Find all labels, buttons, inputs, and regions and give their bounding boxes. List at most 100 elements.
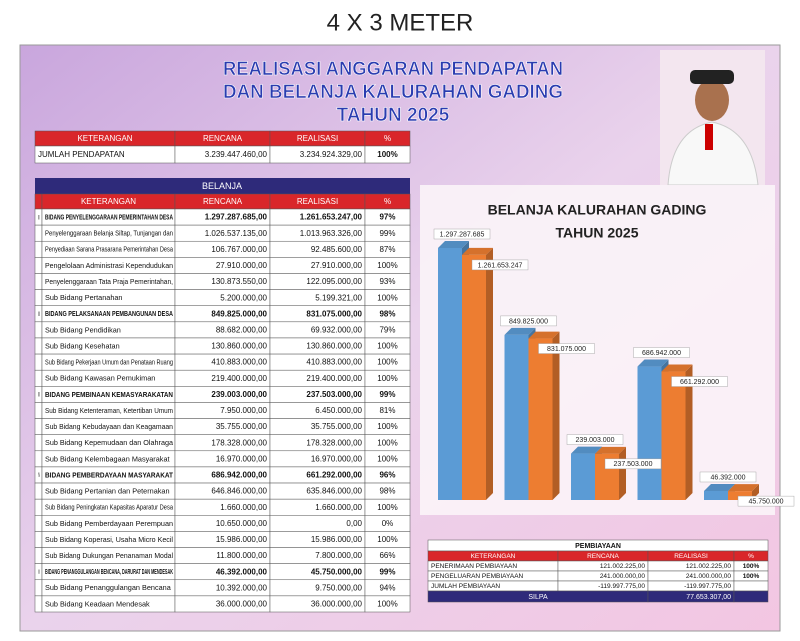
cell-text: 92.485.600,00	[311, 245, 363, 254]
cell	[34, 482, 43, 500]
title: DAN BELANJA KALURAHAN GADING	[223, 82, 563, 103]
cell-text: Sub Bidang Kepemudaan dan Olahraga	[45, 438, 174, 447]
cell	[34, 353, 43, 371]
cell-text: 98%	[379, 487, 395, 496]
bar-top	[462, 247, 493, 255]
bar-top	[571, 446, 602, 454]
cell-text: 10.392.000,00	[216, 583, 268, 592]
chart-title: TAHUN 2025	[556, 225, 639, 241]
cell-text: 178.328.000,00	[306, 438, 362, 447]
cell	[34, 273, 43, 290]
value-label-bg	[633, 347, 690, 358]
cell-text: 99%	[379, 567, 395, 576]
cell-text: 6.450.000,00	[315, 406, 362, 415]
cell-text: JUMLAH PEMBIAYAAN	[431, 583, 500, 590]
bar-top	[438, 241, 469, 248]
value-label: 46.392.000	[710, 474, 745, 481]
value-label-bg	[471, 259, 529, 271]
cell-text: 10.650.000,00	[216, 519, 268, 528]
cell-text: 27.910.000,00	[216, 261, 268, 270]
cell-text: 35.755.000,00	[311, 422, 363, 431]
cell	[34, 369, 43, 387]
bar-top	[728, 484, 759, 492]
cell-text: PENGELUARAN PEMBIAYAAN	[431, 573, 524, 580]
value-label: 849.825.000	[509, 318, 548, 325]
bar	[528, 338, 553, 500]
column-header: REALISASI	[297, 134, 338, 143]
cell-text: 241.000.000,00	[600, 573, 646, 580]
column-header: RENCANA	[203, 134, 243, 143]
cell	[34, 595, 43, 613]
bar-side	[619, 446, 626, 500]
cell	[34, 193, 43, 210]
cell-text: 77.653.307,00	[686, 594, 731, 601]
cell-text: 94%	[379, 583, 395, 592]
cell-text: 121.002.225,00	[600, 563, 646, 570]
cell-text: Penyelenggaraan Tata Praja Pemerintahan,	[45, 277, 173, 286]
cell	[34, 224, 43, 242]
cell-text: JUMLAH PENDAPATAN	[38, 150, 125, 159]
cell-text: Sub Bidang Pertanian dan Peternakan	[45, 487, 170, 496]
cell-text: BIDANG PENANGGULANGAN BENCANA, DARURAT D…	[45, 567, 173, 576]
cell-text: 7.950.000,00	[220, 406, 267, 415]
bar-top	[704, 483, 735, 491]
cell-text: 69.932.000,00	[311, 326, 363, 335]
cell-text: 11.800.000,00	[216, 551, 267, 560]
cell-text: 100%	[743, 563, 760, 570]
column-header: RENCANA	[203, 197, 243, 206]
cell	[34, 547, 43, 564]
bar-side	[685, 364, 693, 500]
cell-text: 100%	[377, 342, 397, 351]
cell-text: -119.997.775,00	[598, 583, 645, 590]
cell-text: I	[38, 214, 40, 221]
column-header: REALISASI	[674, 553, 708, 560]
cell-text: BIDANG PENYELENGGARAAN PEMERINTAHAN DESA	[45, 212, 173, 221]
photo	[660, 50, 765, 186]
header: 4 X 3 METER	[327, 9, 474, 36]
title: TAHUN 2025	[337, 105, 450, 126]
bar-top	[528, 331, 560, 339]
cell-text: 88.682.000,00	[216, 326, 268, 335]
bar-side	[486, 247, 493, 500]
column-header: KETERANGAN	[81, 197, 136, 206]
cell-text: 35.755.000,00	[216, 422, 268, 431]
cell-text: 5.199.321,00	[315, 293, 362, 302]
cell-text: 45.750.000,00	[311, 567, 363, 576]
cell-text: 1.013.963.326,00	[300, 229, 363, 238]
bar	[438, 248, 462, 500]
cell-text: 100%	[377, 454, 397, 463]
cell-text: 93%	[379, 277, 395, 286]
cell-text: BIDANG PEMBINAAN KEMASYARAKATAN	[45, 390, 173, 399]
cell-text: 7.800.000,00	[315, 551, 362, 560]
value-label-bg	[538, 343, 595, 354]
cell-text: Sub Bidang Kebudayaan dan Keagamaan	[45, 422, 173, 431]
cell-text: BIDANG PEMBERDAYAAN MASYARAKAT	[45, 470, 173, 479]
cell-text: 100%	[377, 358, 397, 367]
cell-text: 99%	[379, 229, 395, 238]
value-label: 661.292.000	[680, 379, 719, 386]
cell-text: Pengelolaan Administrasi Kependudukan	[45, 261, 173, 270]
cell-text: Sub Bidang Keadaan Mendesak	[45, 599, 150, 608]
cell-text: Sub Bidang Pekerjaan Umum dan Penataan R…	[45, 358, 173, 367]
bar	[728, 491, 752, 500]
value-label: 45.750.000	[748, 498, 783, 505]
column-header: RENCANA	[587, 553, 619, 560]
cell-text: 831.075.000,00	[306, 309, 362, 318]
column-header: KETERANGAN	[471, 553, 516, 560]
cell-text: 100%	[377, 422, 397, 431]
cell-text: 635.846.000,00	[306, 487, 362, 496]
cell-text: II	[38, 311, 40, 318]
cell-text: 100%	[377, 374, 397, 383]
bar	[704, 490, 728, 500]
cell	[364, 145, 411, 164]
value-label: 239.003.000	[576, 437, 615, 444]
cell-text: Sub Bidang Kawasan Pemukiman	[45, 374, 155, 383]
column-header: %	[384, 134, 391, 143]
cell	[34, 579, 43, 597]
cell	[34, 321, 43, 339]
cell	[34, 450, 43, 468]
cell	[34, 402, 43, 419]
bar-top	[661, 364, 693, 372]
cell-text: 410.883.000,00	[306, 358, 362, 367]
